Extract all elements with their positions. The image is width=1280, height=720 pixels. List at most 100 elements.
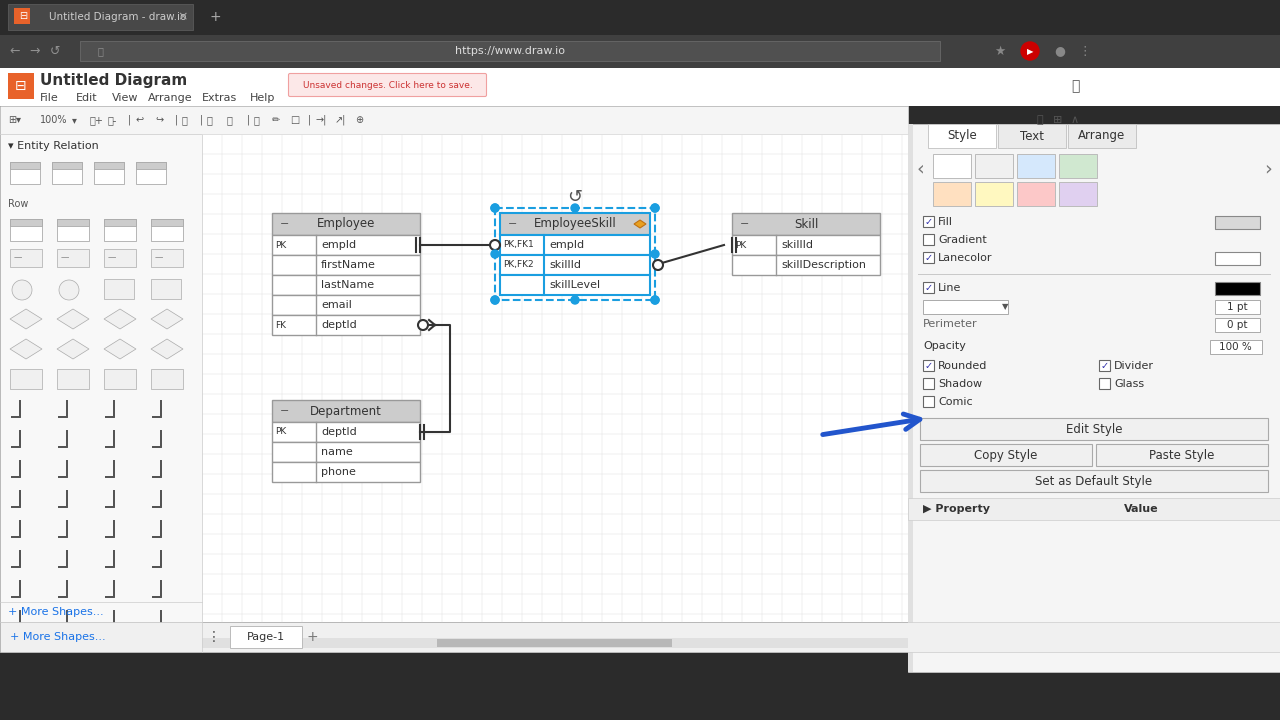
Text: ⊞: ⊞ (1053, 115, 1062, 125)
Text: ✓: ✓ (924, 282, 933, 292)
Polygon shape (10, 339, 42, 359)
Text: Value: Value (1124, 504, 1158, 514)
Bar (58, 219, 90, 226)
Text: ●: ● (1055, 45, 1065, 58)
Text: |: | (128, 114, 132, 125)
Bar (975, 182, 1012, 206)
Text: Text: Text (1020, 130, 1044, 143)
Text: −: − (280, 219, 289, 229)
Text: Skill: Skill (794, 217, 818, 230)
Bar (104, 249, 136, 267)
Circle shape (492, 296, 499, 304)
Text: skillLevel: skillLevel (549, 280, 600, 290)
Circle shape (492, 204, 499, 212)
Bar (1100, 360, 1110, 371)
Bar (923, 216, 934, 227)
Bar (104, 219, 136, 241)
Text: ⋮: ⋮ (1079, 45, 1092, 58)
Bar (10, 219, 42, 241)
Text: 🪣: 🪣 (253, 115, 260, 125)
Bar (10, 162, 40, 184)
Text: −: − (740, 219, 749, 229)
Polygon shape (104, 309, 136, 329)
Bar (1018, 154, 1055, 178)
Bar (998, 124, 1066, 148)
Text: ✓: ✓ (1101, 361, 1108, 371)
Text: −: − (280, 406, 289, 416)
Bar (273, 275, 420, 295)
Polygon shape (151, 309, 183, 329)
Text: empId: empId (321, 240, 356, 250)
Bar (923, 360, 934, 371)
Text: lastName: lastName (321, 280, 374, 290)
Bar (104, 369, 136, 389)
Text: ✓: ✓ (924, 217, 933, 227)
Text: Department: Department (310, 405, 381, 418)
Text: firstName: firstName (321, 260, 376, 270)
Text: 🗑: 🗑 (182, 115, 188, 125)
Bar (10, 162, 40, 169)
Text: 100%: 100% (40, 115, 68, 125)
Bar (10, 219, 42, 226)
Circle shape (652, 250, 659, 258)
Text: Comic: Comic (938, 397, 973, 407)
Bar (58, 249, 90, 267)
Text: Opacity: Opacity (923, 341, 966, 351)
Bar (928, 124, 996, 148)
Bar (1215, 318, 1260, 332)
Bar (1018, 182, 1055, 206)
Bar (151, 279, 180, 299)
Polygon shape (634, 220, 646, 228)
Text: View: View (113, 93, 138, 103)
Text: ✏: ✏ (273, 115, 280, 125)
Text: Paste Style: Paste Style (1149, 449, 1215, 462)
Bar (0, 68, 1280, 106)
Text: —: — (155, 253, 164, 263)
Bar (500, 255, 650, 275)
Text: EmployeeSkill: EmployeeSkill (534, 217, 617, 230)
Text: ↩: ↩ (134, 115, 143, 125)
Text: name: name (321, 447, 353, 457)
Text: ▼: ▼ (1002, 302, 1009, 312)
Text: ▾: ▾ (72, 115, 77, 125)
Bar (151, 219, 183, 226)
Text: Employee: Employee (317, 217, 375, 230)
Bar (202, 638, 908, 648)
Bar (923, 396, 934, 407)
Text: skillId: skillId (781, 240, 813, 250)
Text: |: | (175, 114, 178, 125)
Text: ⊞▾: ⊞▾ (8, 115, 20, 125)
Text: Divider: Divider (1114, 361, 1155, 371)
Bar (202, 134, 908, 622)
Bar (1215, 216, 1260, 229)
Text: https://www.draw.io: https://www.draw.io (454, 46, 564, 56)
Bar (908, 124, 913, 672)
Bar (151, 369, 183, 389)
Text: Help: Help (250, 93, 275, 103)
Text: deptId: deptId (321, 427, 357, 437)
Text: ×: × (178, 11, 188, 24)
Text: ⊕: ⊕ (355, 115, 364, 125)
Text: Edit Style: Edit Style (1066, 423, 1123, 436)
Bar (0, 35, 1280, 68)
Circle shape (652, 204, 659, 212)
Text: ✓: ✓ (924, 253, 933, 263)
Text: PK: PK (275, 428, 287, 436)
Bar (732, 213, 881, 235)
Text: 🌐: 🌐 (1071, 79, 1079, 93)
Text: Style: Style (947, 130, 977, 143)
Bar (500, 213, 650, 235)
Text: Line: Line (938, 283, 961, 293)
Bar (10, 369, 42, 389)
Text: Gradient: Gradient (938, 235, 987, 245)
Bar (908, 124, 1280, 672)
Bar (52, 162, 82, 169)
Text: |: | (308, 114, 311, 125)
Bar (273, 422, 420, 442)
Bar (1096, 444, 1268, 466)
Text: ↺: ↺ (567, 188, 582, 206)
Text: Lanecolor: Lanecolor (938, 253, 992, 263)
Text: ⧉: ⧉ (207, 115, 212, 125)
Text: Copy Style: Copy Style (974, 449, 1038, 462)
Text: →: → (29, 45, 40, 58)
